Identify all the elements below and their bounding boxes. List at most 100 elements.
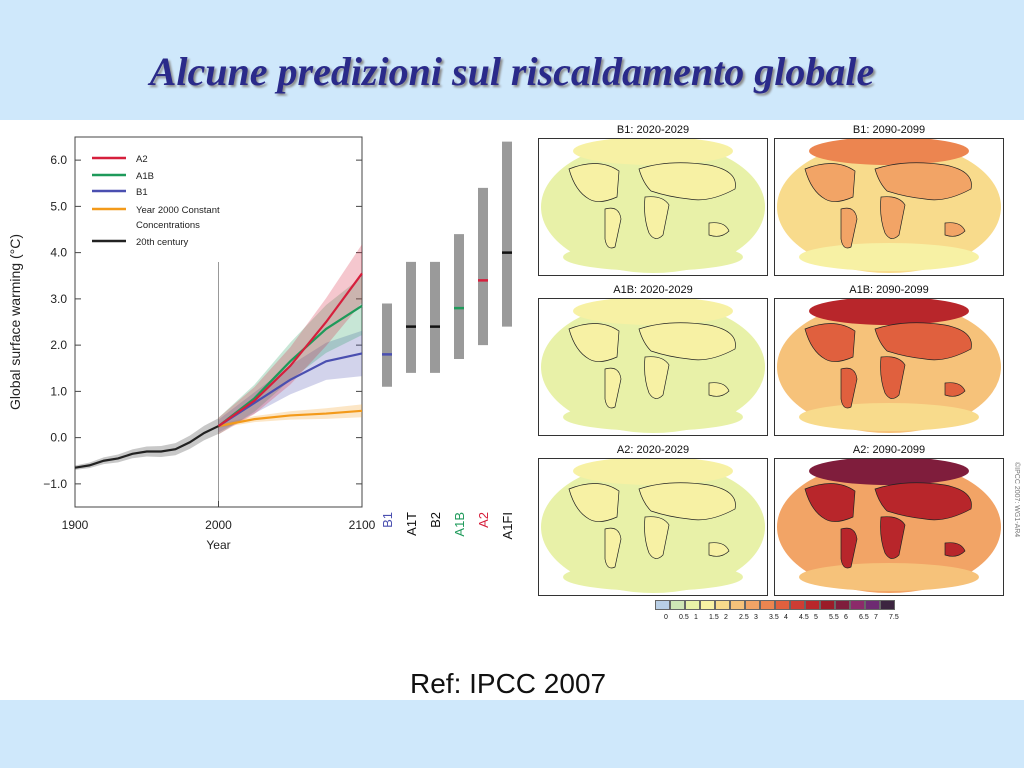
map-land bbox=[708, 222, 730, 237]
y-tick-label: 1.0 bbox=[50, 384, 67, 398]
map-panel-title: A1B: 2020-2029 bbox=[613, 284, 693, 296]
map-panel-frame bbox=[538, 298, 768, 436]
range-bars-chart: B1 A1T B2 A1B A2 A1FI bbox=[380, 141, 515, 539]
band-20th-century bbox=[75, 418, 219, 470]
map-panel-title: A2: 2020-2029 bbox=[616, 444, 690, 456]
colorbar-label: 5.5 bbox=[829, 614, 839, 621]
range-bar-a1fi bbox=[502, 141, 512, 327]
map-land bbox=[874, 482, 972, 521]
map-arctic bbox=[573, 139, 733, 165]
map-southern-ocean bbox=[799, 243, 979, 271]
warming-chart: −1.0 0.0 1.0 2.0 3.0 4.0 5.0 6.0 1900 2000 2100 Glo… bbox=[7, 136, 515, 552]
map-land bbox=[944, 542, 966, 557]
map-land bbox=[804, 163, 856, 202]
colorbar-swatch bbox=[730, 600, 745, 610]
colorbar-swatch bbox=[865, 600, 880, 610]
map-arctic bbox=[809, 459, 969, 485]
map-land bbox=[874, 322, 972, 361]
colorbar-swatch bbox=[805, 600, 820, 610]
map-land bbox=[638, 322, 736, 361]
legend-entry: Year 2000 Constant bbox=[136, 205, 220, 216]
colorbar-label: 6.5 bbox=[859, 614, 869, 621]
y-tick-label: 5.0 bbox=[50, 199, 67, 213]
colorbar-label: 2.5 bbox=[739, 614, 749, 621]
map-land bbox=[880, 516, 906, 559]
map-panel-title: B1: 2020-2029 bbox=[616, 124, 690, 136]
series-a1b bbox=[217, 304, 363, 427]
colorbar-swatch bbox=[790, 600, 805, 610]
colorbar-swatch bbox=[655, 600, 670, 610]
map-land bbox=[638, 482, 736, 521]
colorbar-swatch bbox=[685, 600, 700, 610]
map-land bbox=[804, 323, 856, 362]
map-panel-frame bbox=[774, 138, 1004, 276]
map-panel-title: B1: 2090-2099 bbox=[852, 124, 926, 136]
map-land bbox=[644, 356, 670, 399]
ipcc-credit: ©IPCC 2007: WG1-AR4 bbox=[1010, 462, 1022, 602]
map-panel-title: A2: 2090-2099 bbox=[852, 444, 926, 456]
colorbar-swatch bbox=[760, 600, 775, 610]
map-panel-frame bbox=[774, 458, 1004, 596]
colorbar-label: 4.5 bbox=[799, 614, 809, 621]
y-tick-label: 3.0 bbox=[50, 292, 67, 306]
map-land bbox=[604, 207, 622, 249]
range-label-a1fi: A1FI bbox=[500, 512, 515, 539]
colorbar-swatch bbox=[775, 600, 790, 610]
map-panel: A1B: 2020-2029 bbox=[538, 284, 768, 436]
ipcc-credit-text: ©IPCC 2007: WG1-AR4 bbox=[1013, 462, 1020, 538]
y-tick-label: 2.0 bbox=[50, 338, 67, 352]
map-arctic bbox=[573, 299, 733, 325]
range-bar-a2 bbox=[478, 187, 488, 346]
y-axis-label: Global surface warming (°C) bbox=[7, 234, 23, 410]
map-southern-ocean bbox=[799, 563, 979, 591]
map-southern-ocean bbox=[799, 403, 979, 431]
range-label-b1: B1 bbox=[380, 512, 395, 528]
map-svg bbox=[777, 459, 1001, 593]
colorbar-swatch bbox=[820, 600, 835, 610]
map-land bbox=[944, 222, 966, 237]
slide-title: Alcune predizioni sul riscaldamento glob… bbox=[149, 49, 875, 94]
map-land bbox=[840, 527, 858, 569]
series-year-2000-constant-concentrations bbox=[218, 409, 363, 428]
x-tick-label: 2100 bbox=[349, 518, 376, 532]
colorbar-label: 0.5 bbox=[679, 614, 689, 621]
range-bar-a1b bbox=[454, 234, 464, 359]
range-label-a1t: A1T bbox=[404, 512, 419, 536]
map-land bbox=[644, 196, 670, 239]
range-label-b2: B2 bbox=[428, 512, 443, 528]
range-bar-b1 bbox=[382, 303, 392, 387]
reference-text: Ref: IPCC 2007 bbox=[410, 668, 607, 699]
legend-entry: B1 bbox=[136, 187, 148, 198]
colorbar-label: 5 bbox=[814, 614, 818, 621]
map-svg bbox=[541, 459, 765, 593]
map-panel-frame bbox=[774, 298, 1004, 436]
map-land bbox=[874, 162, 972, 201]
band-b1 bbox=[218, 330, 362, 433]
colorbar-label: 0 bbox=[664, 614, 668, 621]
map-land bbox=[880, 196, 906, 239]
series-a2 bbox=[217, 272, 363, 427]
colorbar-label: 1 bbox=[694, 614, 698, 621]
map-arctic bbox=[809, 139, 969, 165]
map-land bbox=[708, 382, 730, 397]
map-arctic bbox=[809, 299, 969, 325]
colorbar-label: 7 bbox=[874, 614, 878, 621]
map-panel-title: A1B: 2090-2099 bbox=[849, 284, 929, 296]
map-panel-frame bbox=[538, 458, 768, 596]
colorbar-swatch bbox=[835, 600, 850, 610]
y-tick-label: 0.0 bbox=[50, 431, 67, 445]
legend-entry: 20th century bbox=[136, 237, 189, 248]
map-colorbar-labels: 0 0.5 1 1.5 2 2.5 3 3.5 4 4.5 5 5.5 6 6.5 7 7.5 bbox=[664, 614, 904, 621]
map-svg bbox=[777, 139, 1001, 273]
map-southern-ocean bbox=[563, 563, 743, 591]
map-panel: B1: 2090-2099 bbox=[774, 124, 1004, 276]
range-bar-a1t bbox=[406, 261, 416, 373]
map-southern-ocean bbox=[563, 403, 743, 431]
series-b1 bbox=[217, 352, 363, 427]
y-tick-label: 6.0 bbox=[50, 153, 67, 167]
x-tick-label: 2000 bbox=[205, 518, 232, 532]
map-land bbox=[840, 367, 858, 409]
range-label-a2: A2 bbox=[476, 512, 491, 528]
colorbar-swatch bbox=[715, 600, 730, 610]
colorbar-label: 6 bbox=[844, 614, 848, 621]
